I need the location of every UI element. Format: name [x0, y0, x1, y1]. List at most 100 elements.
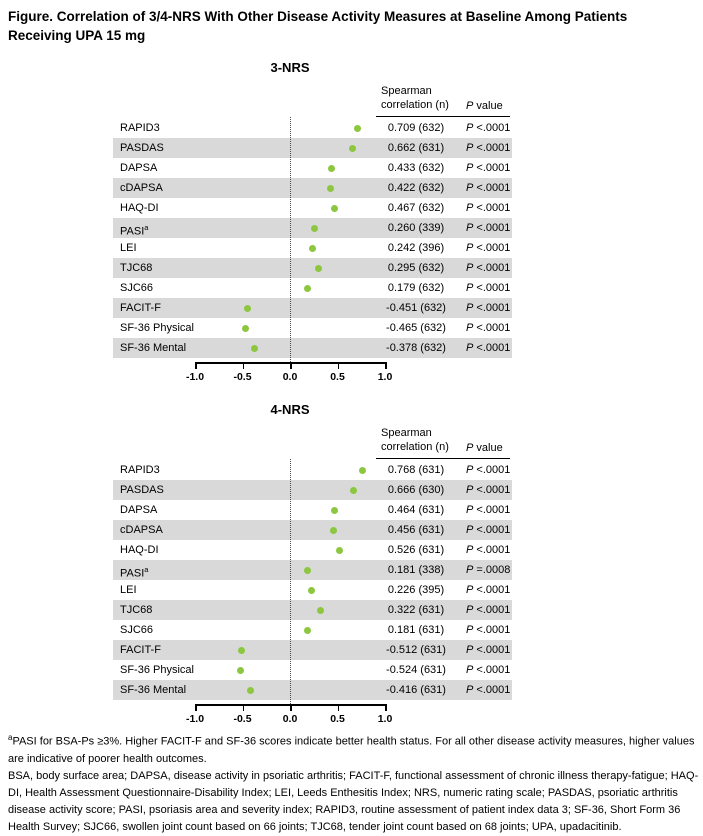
axis-tick: [195, 362, 197, 369]
measure-label: HAQ-DI: [120, 544, 159, 556]
measure-row: HAQ-DI 0.467 (632) P <.0001: [113, 198, 512, 218]
measure-row: SF-36 Mental -0.378 (632) P <.0001: [113, 338, 512, 358]
p-value: P <.0001: [466, 302, 511, 314]
measure-row: HAQ-DI 0.526 (631) P <.0001: [113, 540, 512, 560]
p-word: value: [476, 442, 503, 454]
measure-row: PASIa 0.181 (338) P =.0008: [113, 560, 512, 580]
measure-row: DAPSA 0.464 (631) P <.0001: [113, 500, 512, 520]
measure-row: cDAPSA 0.456 (631) P <.0001: [113, 520, 512, 540]
correlation-dot: [243, 304, 251, 312]
p-value: P <.0001: [466, 664, 511, 676]
axis-tick: [385, 362, 387, 369]
axis-tick-label: -0.5: [233, 371, 252, 383]
pvalue-column-header: P value: [466, 441, 503, 455]
correlation-value: 0.242 (396): [387, 242, 445, 254]
correlation-dot: [349, 486, 357, 494]
p-value: P =.0008: [466, 564, 511, 576]
correlation-dot: [303, 626, 311, 634]
measure-row: PASIa 0.260 (339) P <.0001: [113, 218, 512, 238]
measure-label-superscript: a: [144, 223, 149, 232]
p-value: P <.0001: [466, 624, 511, 636]
correlation-value: 0.179 (632): [387, 282, 445, 294]
measure-label-superscript: a: [144, 565, 149, 574]
p-value: P <.0001: [466, 162, 511, 174]
correlation-dot: [250, 344, 258, 352]
chart-4-nrs: 4-NRS Spearman correlation (n) P value R…: [113, 402, 512, 726]
p-value: P <.0001: [466, 242, 511, 254]
p-value: P <.0001: [466, 644, 511, 656]
correlation-value: -0.378 (632): [386, 342, 446, 354]
measure-label: SF-36 Mental: [120, 342, 187, 354]
correlation-value: 0.662 (631): [387, 142, 445, 154]
measure-row: SF-36 Physical -0.524 (631) P <.0001: [113, 660, 512, 680]
measure-label: SF-36 Mental: [120, 684, 187, 696]
measure-label: cDAPSA: [120, 524, 163, 536]
p-value: P <.0001: [466, 182, 511, 194]
correlation-dot: [309, 244, 317, 252]
measure-row: SF-36 Physical -0.465 (632) P <.0001: [113, 318, 512, 338]
p-value: P <.0001: [466, 262, 511, 274]
correlation-dot: [303, 566, 311, 574]
measure-row: LEI 0.226 (395) P <.0001: [113, 580, 512, 600]
measure-row: SF-36 Mental -0.416 (631) P <.0001: [113, 680, 512, 700]
header-underline: [376, 458, 510, 459]
correlation-dot: [359, 466, 367, 474]
chart-title: 4-NRS: [270, 402, 310, 417]
measure-label: SF-36 Physical: [120, 322, 194, 334]
correlation-value: 0.422 (632): [387, 182, 445, 194]
measure-row: TJC68 0.295 (632) P <.0001: [113, 258, 512, 278]
measure-label: TJC68: [120, 262, 153, 274]
footnote-a: aPASI for BSA-Ps ≥3%. Higher FACIT-F and…: [8, 729, 700, 768]
correlation-value: 0.456 (631): [387, 524, 445, 536]
measure-label: cDAPSA: [120, 182, 163, 194]
spearman-column-header: Spearman correlation (n): [381, 85, 449, 111]
correlation-value: 0.666 (630): [387, 484, 445, 496]
correlation-value: 0.433 (632): [387, 162, 445, 174]
chart-3-nrs: 3-NRS Spearman correlation (n) P value R…: [113, 60, 512, 384]
chart-rows: RAPID3 0.709 (632) P <.0001 PASDAS 0.662 (63…: [113, 118, 512, 358]
correlation-dot: [237, 646, 245, 654]
p-value: P <.0001: [466, 544, 511, 556]
correlation-dot: [236, 666, 244, 674]
correlation-value: 0.181 (631): [387, 624, 445, 636]
correlation-dot: [242, 324, 250, 332]
measure-row: RAPID3 0.709 (632) P <.0001: [113, 118, 512, 138]
p-value: P <.0001: [466, 222, 511, 234]
p-value: P <.0001: [466, 142, 511, 154]
p-value: P <.0001: [466, 322, 511, 334]
correlation-dot: [246, 686, 254, 694]
measure-row: PASDAS 0.662 (631) P <.0001: [113, 138, 512, 158]
p-value: P <.0001: [466, 584, 511, 596]
correlation-value: -0.512 (631): [386, 644, 446, 656]
axis-tick-label: 0.0: [282, 713, 298, 725]
p-value: P <.0001: [466, 484, 511, 496]
x-axis: -1.0 -0.5 0.0 0.5 1.0: [113, 362, 512, 384]
axis-tick-label: -1.0: [185, 371, 205, 383]
measure-row: DAPSA 0.433 (632) P <.0001: [113, 158, 512, 178]
measure-label: PASIa: [120, 565, 149, 580]
footnote-a-text: PASI for BSA-Ps ≥3%. Higher FACIT-F and …: [8, 735, 695, 765]
measure-label: PASDAS: [120, 142, 164, 154]
axis-tick: [242, 362, 244, 369]
p-value: P <.0001: [466, 122, 511, 134]
axis-tick-label: 1.0: [377, 713, 393, 725]
correlation-value: 0.226 (395): [387, 584, 445, 596]
axis-tick: [385, 704, 387, 711]
correlation-value: -0.416 (631): [386, 684, 446, 696]
correlation-dot: [317, 606, 325, 614]
correlation-value: 0.181 (338): [387, 564, 445, 576]
axis-tick: [337, 362, 339, 369]
measure-row: PASDAS 0.666 (630) P <.0001: [113, 480, 512, 500]
correlation-dot: [353, 124, 361, 132]
p-word: value: [476, 100, 503, 112]
correlation-dot: [349, 144, 357, 152]
correlation-value: 0.295 (632): [387, 262, 445, 274]
p-value: P <.0001: [466, 464, 511, 476]
correlation-value: 0.467 (632): [387, 202, 445, 214]
p-value: P <.0001: [466, 342, 511, 354]
measure-label: SJC66: [120, 624, 154, 636]
correlation-dot: [326, 184, 334, 192]
correlation-dot: [314, 264, 322, 272]
correlation-value: -0.524 (631): [386, 664, 446, 676]
axis-tick-label: 0.5: [330, 713, 345, 725]
